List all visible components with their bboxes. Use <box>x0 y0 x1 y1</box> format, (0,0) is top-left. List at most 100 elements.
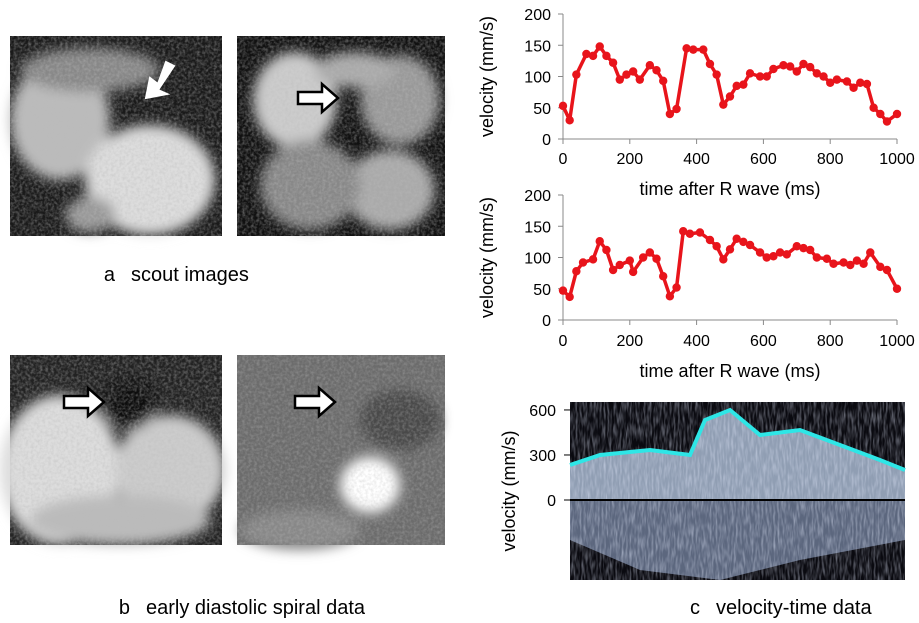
data-point <box>719 255 728 264</box>
data-point <box>812 253 822 262</box>
y-tick-label: 0 <box>542 313 551 330</box>
y-tick-label: 150 <box>524 38 551 55</box>
data-point <box>582 49 591 59</box>
x-tick-label: 800 <box>817 333 844 350</box>
data-point <box>645 248 655 257</box>
data-point <box>615 75 624 84</box>
y-tick-label: 200 <box>524 188 551 205</box>
data-point <box>652 254 661 263</box>
data-point <box>866 248 875 257</box>
caption-letter: c <box>690 597 700 619</box>
caption-text: velocity-time data <box>716 597 872 619</box>
data-point <box>652 66 661 75</box>
data-point <box>892 284 902 293</box>
data-point <box>775 248 785 257</box>
data-point <box>769 252 778 261</box>
y-tick-label: 600 <box>529 403 556 420</box>
scout-image-2 <box>237 36 445 236</box>
spiral-phase-image <box>237 355 445 550</box>
data-point <box>882 265 892 275</box>
data-point <box>695 228 705 237</box>
data-point <box>812 69 822 78</box>
x-tick-label: 600 <box>750 151 777 168</box>
data-point <box>682 44 691 53</box>
data-point <box>732 234 741 243</box>
x-axis-label: time after R wave (ms) <box>639 361 820 381</box>
data-point <box>732 81 741 91</box>
data-point <box>792 67 801 76</box>
data-point <box>876 262 885 272</box>
x-tick-label: 200 <box>616 333 643 350</box>
data-point <box>572 267 581 276</box>
data-point <box>565 116 574 125</box>
data-point <box>755 72 765 81</box>
data-point <box>672 283 681 292</box>
data-point <box>558 286 568 295</box>
data-point <box>725 245 735 254</box>
data-point <box>782 250 791 259</box>
data-point <box>859 259 868 268</box>
x-tick-label: 400 <box>683 333 710 350</box>
y-tick-label: 150 <box>524 219 551 236</box>
data-point <box>849 83 858 92</box>
data-point <box>819 72 828 81</box>
data-point <box>892 109 902 119</box>
data-point <box>822 254 832 263</box>
data-point <box>689 45 698 54</box>
velocity-time-image <box>569 402 906 580</box>
data-point <box>558 101 568 111</box>
data-point <box>852 256 862 265</box>
data-point <box>659 76 668 86</box>
data-point <box>608 58 618 67</box>
data-point <box>832 75 842 84</box>
data-point <box>882 117 892 126</box>
data-point <box>602 245 611 255</box>
data-point <box>792 242 801 251</box>
data-point <box>665 109 675 119</box>
x-tick-label: 1000 <box>879 333 915 350</box>
data-point <box>805 62 815 72</box>
scout-image-1 <box>10 36 222 236</box>
data-point <box>712 242 721 251</box>
data-point <box>588 51 598 61</box>
data-point <box>842 77 852 86</box>
data-point <box>876 109 885 119</box>
y-axis-label: velocity (mm/s) <box>499 431 519 552</box>
y-tick-label: 100 <box>524 251 551 268</box>
data-point <box>625 256 634 265</box>
x-tick-label: 800 <box>817 151 844 168</box>
data-point <box>799 243 808 253</box>
y-tick-label: 50 <box>533 101 551 118</box>
y-tick-label: 0 <box>547 493 556 510</box>
data-point <box>615 260 624 270</box>
x-tick-label: 1000 <box>879 151 915 168</box>
data-point <box>745 69 755 78</box>
data-point <box>588 255 598 264</box>
caption-letter: a <box>104 264 116 286</box>
data-point <box>699 45 708 54</box>
data-point <box>725 92 735 101</box>
data-point <box>672 104 681 114</box>
data-point <box>755 248 765 257</box>
data-point <box>665 292 675 301</box>
data-point <box>635 75 645 84</box>
spiral-magnitude-image <box>0 355 225 545</box>
data-point <box>595 42 604 51</box>
data-point <box>595 237 604 246</box>
data-point <box>739 80 748 89</box>
data-point <box>608 265 618 275</box>
data-point <box>785 62 795 71</box>
data-point <box>628 67 638 76</box>
data-point <box>805 245 815 255</box>
data-point <box>745 240 755 250</box>
data-point <box>769 64 778 74</box>
y-tick-label: 50 <box>533 282 551 299</box>
data-point <box>622 70 631 79</box>
data-point <box>869 103 878 112</box>
data-point <box>712 70 721 79</box>
caption-text: early diastolic spiral data <box>146 597 366 619</box>
data-point <box>846 260 855 270</box>
data-point <box>839 258 848 267</box>
caption-letter: b <box>119 597 130 619</box>
